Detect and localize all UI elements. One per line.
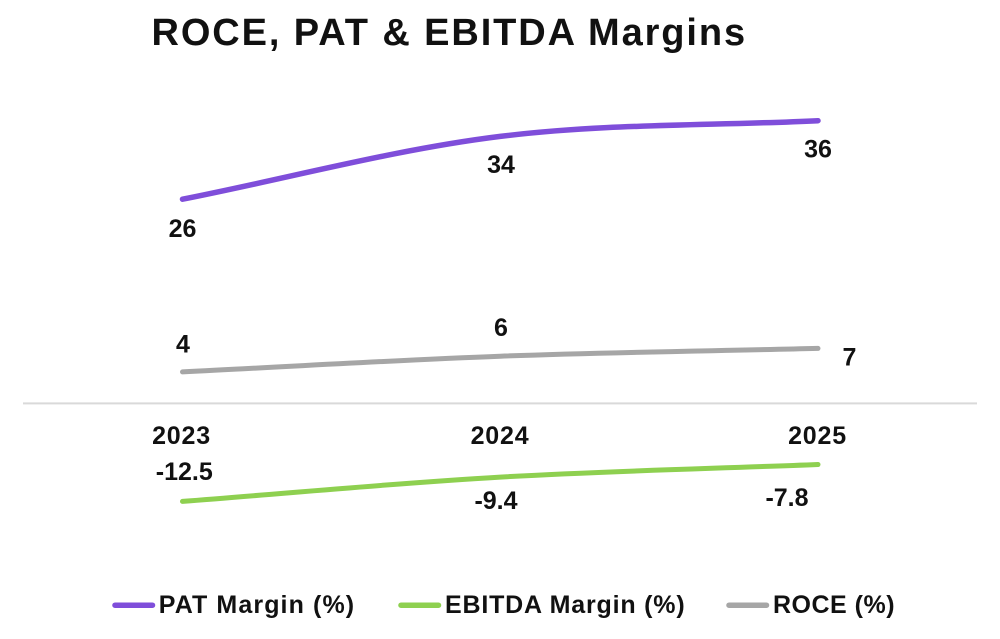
svg-text:2023: 2023 [152, 422, 211, 450]
svg-text:PAT Margin (%): PAT Margin (%) [159, 591, 355, 619]
svg-text:6: 6 [494, 314, 508, 342]
svg-text:EBITDA Margin (%): EBITDA Margin (%) [445, 591, 685, 619]
svg-text:34: 34 [487, 151, 515, 179]
svg-text:26: 26 [169, 215, 197, 243]
svg-text:36: 36 [804, 136, 832, 164]
svg-text:ROCE (%): ROCE (%) [773, 591, 895, 619]
svg-text:-12.5: -12.5 [156, 458, 213, 486]
svg-text:-9.4: -9.4 [474, 487, 517, 515]
svg-text:2025: 2025 [788, 422, 847, 450]
svg-text:ROCE, PAT & EBITDA Margins: ROCE, PAT & EBITDA Margins [152, 12, 748, 54]
svg-text:2024: 2024 [471, 422, 530, 450]
svg-text:-7.8: -7.8 [765, 484, 808, 512]
svg-text:4: 4 [176, 331, 190, 359]
svg-text:7: 7 [843, 344, 857, 372]
